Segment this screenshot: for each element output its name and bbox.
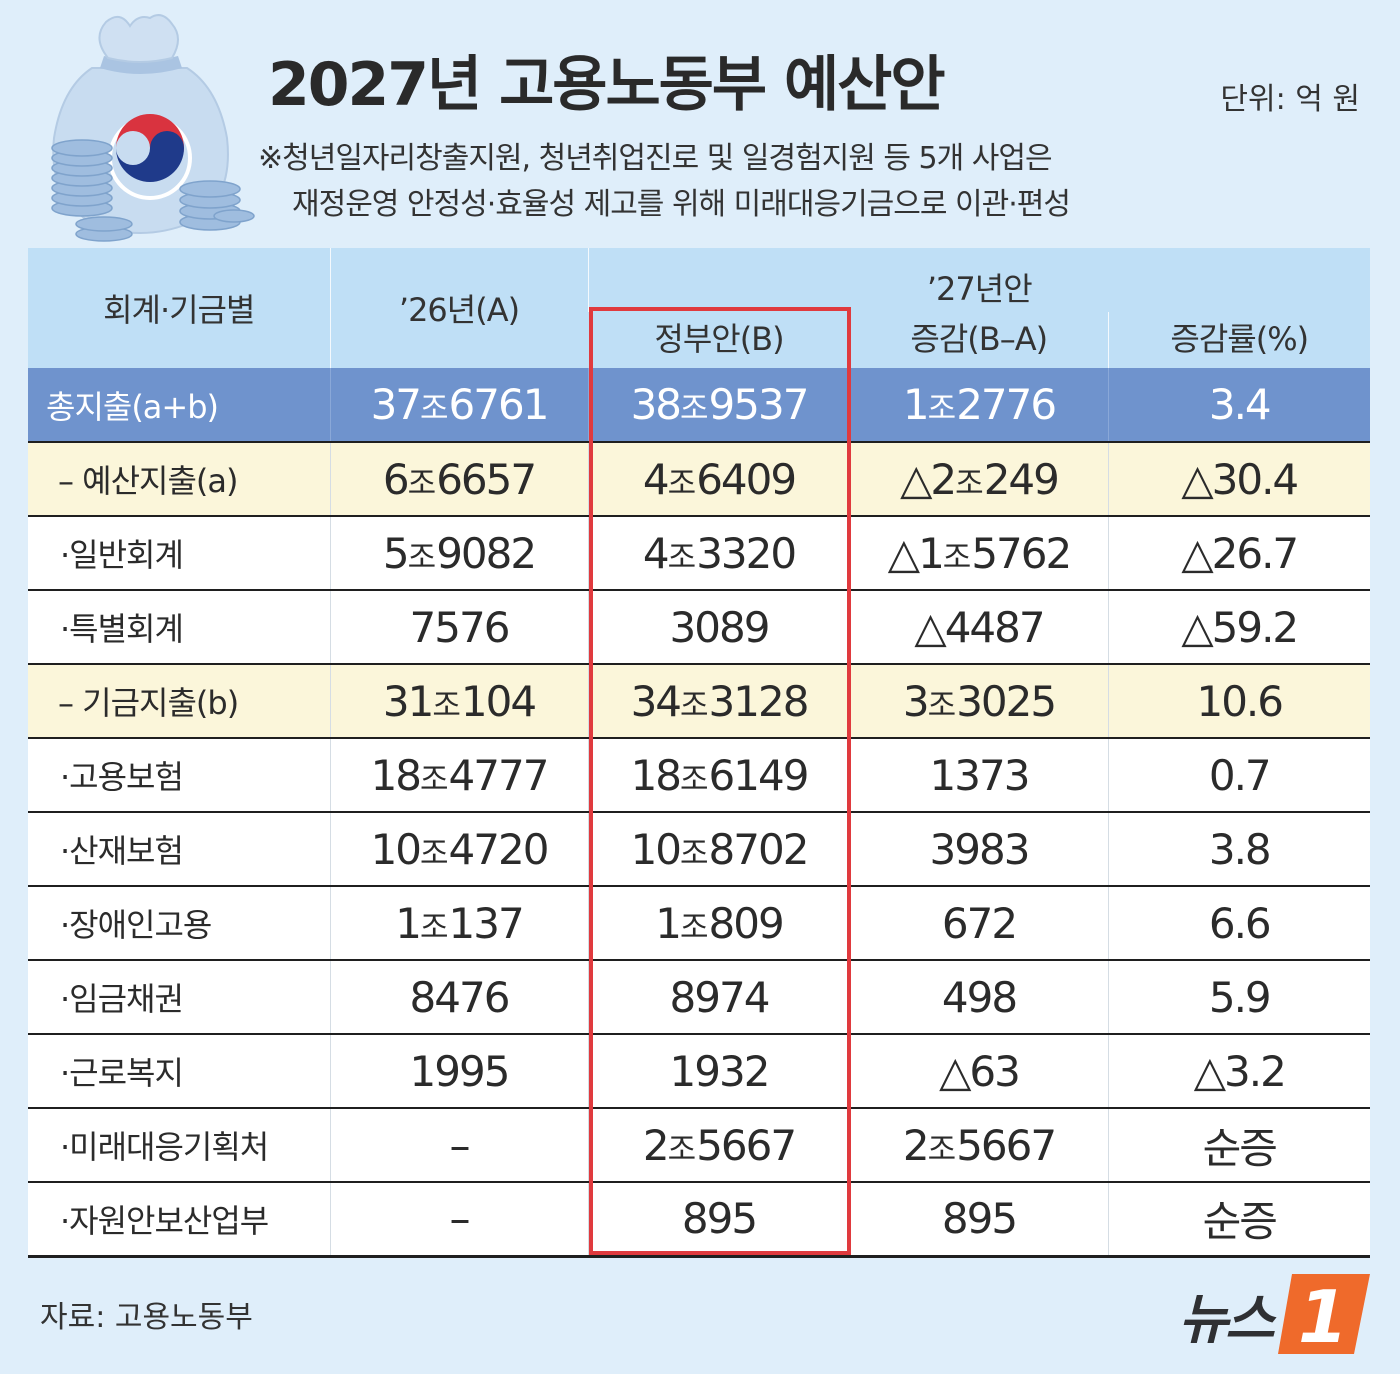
cell-rate: 3.4 — [1107, 368, 1370, 442]
header-diff: 증감(B–A) — [850, 312, 1108, 368]
header-2026: ’26년(A) — [329, 248, 588, 368]
coin-stack-icon — [51, 139, 255, 242]
table-row-general-account: ·일반회계 5조9082 4조3320 △1조5762 △26.7 — [28, 515, 1370, 590]
table-row-employment-insurance: ·고용보험 18조4777 18조6149 1373 0.7 — [28, 737, 1370, 812]
cell-gov-proposal: 1조809 — [587, 885, 850, 960]
news1-logo: 뉴스 1 — [1179, 1274, 1370, 1354]
cell-gov-proposal: 1932 — [587, 1033, 850, 1108]
cell-diff: 1373 — [849, 737, 1108, 812]
cell-diff: 3조3025 — [849, 663, 1108, 738]
table-row-future-response-office: ·미래대응기획처 –2조5667 2조5667 순증 — [28, 1107, 1370, 1182]
cell-gov-proposal: 38조9537 — [587, 368, 850, 442]
cell-diff: 895 — [849, 1181, 1108, 1258]
cell-diff: 1조2776 — [849, 368, 1108, 442]
source-label: 자료: 고용노동부 — [40, 1300, 253, 1335]
cell-diff: △63 — [849, 1033, 1108, 1108]
cell-rate: △3.2 — [1107, 1033, 1370, 1108]
row-label: ·임금채권 — [28, 959, 330, 1034]
budget-table: 회계·기금별 ’26년(A) ’27년안 정부안(B) 증감(B–A) 증감률(… — [28, 248, 1370, 1258]
cell-rate: 5.9 — [1107, 959, 1370, 1034]
cell-2026: 8476 — [329, 959, 588, 1034]
cell-diff: 3983 — [849, 811, 1108, 886]
row-label: – 기금지출(b) — [28, 663, 330, 738]
cell-2026: 7576 — [329, 589, 588, 664]
unit-label: 단위: 억 원 — [1220, 82, 1360, 117]
row-label: ·미래대응기획처 — [28, 1107, 330, 1182]
cell-2026: – — [329, 1181, 588, 1258]
cell-2026: 6조6657 — [329, 441, 588, 516]
cell-2026: 1조137 — [329, 885, 588, 960]
row-label: ·자원안보산업부 — [28, 1181, 330, 1258]
table-row-disabled-employment: ·장애인고용 1조137 1조809 672 6.6 — [28, 885, 1370, 960]
row-label: 총지출(a+b) — [28, 368, 330, 442]
logo-text: 뉴스 — [1178, 1287, 1275, 1351]
cell-diff: 672 — [849, 885, 1108, 960]
table-row-resource-security-ministry: ·자원안보산업부 –895 895 순증 — [28, 1181, 1370, 1258]
table-row-wage-claims: ·임금채권 8476 8974 498 5.9 — [28, 959, 1370, 1034]
table-row-total: 총지출(a+b) 37조6761 38조9537 1조2776 3.4 — [28, 368, 1370, 442]
table-body: 총지출(a+b) 37조6761 38조9537 1조2776 3.4– 예산지출(a)… — [28, 368, 1370, 1258]
cell-gov-proposal: 2조5667 — [587, 1107, 850, 1182]
table-row-industrial-accident-insurance: ·산재보험 10조4720 10조8702 3983 3.8 — [28, 811, 1370, 886]
row-label: – 예산지출(a) — [28, 441, 330, 516]
cell-diff: △2조249 — [849, 441, 1108, 516]
cell-gov-proposal: 10조8702 — [587, 811, 850, 886]
table-row-labor-welfare: ·근로복지 1995 1932 △63 △3.2 — [28, 1033, 1370, 1108]
cell-gov-proposal: 8974 — [587, 959, 850, 1034]
cell-diff: 2조5667 — [849, 1107, 1108, 1182]
header-category: 회계·기금별 — [28, 248, 330, 368]
cell-2026: 10조4720 — [329, 811, 588, 886]
cell-2026: 37조6761 — [329, 368, 588, 442]
cell-gov-proposal: 18조6149 — [587, 737, 850, 812]
cell-gov-proposal: 34조3128 — [587, 663, 850, 738]
cell-2026: 5조9082 — [329, 515, 588, 590]
cell-gov-proposal: 3089 — [587, 589, 850, 664]
cell-2026: 1995 — [329, 1033, 588, 1108]
page-title: 2027년 고용노동부 예산안 — [268, 50, 946, 120]
svg-text:1: 1 — [1298, 1275, 1348, 1354]
cell-rate: 순증 — [1107, 1107, 1370, 1182]
row-label: ·특별회계 — [28, 589, 330, 664]
cell-rate: 0.7 — [1107, 737, 1370, 812]
row-label: ·장애인고용 — [28, 885, 330, 960]
cell-rate: △59.2 — [1107, 589, 1370, 664]
cell-rate: 6.6 — [1107, 885, 1370, 960]
header-rate: 증감률(%) — [1107, 312, 1370, 368]
row-label: ·산재보험 — [28, 811, 330, 886]
cell-rate: 3.8 — [1107, 811, 1370, 886]
cell-rate: 10.6 — [1107, 663, 1370, 738]
cell-2026: 31조104 — [329, 663, 588, 738]
cell-diff: △4487 — [849, 589, 1108, 664]
header-gov-proposal: 정부안(B) — [588, 312, 850, 368]
money-bag-icon — [51, 14, 255, 242]
cell-gov-proposal: 4조3320 — [587, 515, 850, 590]
table-row-budget-spending: – 예산지출(a) 6조6657 4조6409 △2조249 △30.4 — [28, 441, 1370, 516]
cell-2026: – — [329, 1107, 588, 1182]
footnote-line-1: ※청년일자리창출지원, 청년취업진로 및 일경험지원 등 5개 사업은 — [258, 141, 1053, 176]
header-2027-group: ’27년안 — [587, 248, 1370, 312]
cell-gov-proposal: 4조6409 — [587, 441, 850, 516]
footnote: ※청년일자리창출지원, 청년취업진로 및 일경험지원 등 5개 사업은 재정운영… — [258, 136, 1071, 228]
row-label: ·고용보험 — [28, 737, 330, 812]
cell-rate: △30.4 — [1107, 441, 1370, 516]
row-label: ·근로복지 — [28, 1033, 330, 1108]
table-row-fund-spending: – 기금지출(b) 31조104 34조3128 3조3025 10.6 — [28, 663, 1370, 738]
table-row-special-account: ·특별회계 7576 3089 △4487 △59.2 — [28, 589, 1370, 664]
cell-rate: △26.7 — [1107, 515, 1370, 590]
footnote-line-2: 재정운영 안정성·효율성 제고를 위해 미래대응기금으로 이관·편성 — [292, 187, 1071, 222]
cell-diff: 498 — [849, 959, 1108, 1034]
taegeuk-emblem-icon — [108, 114, 192, 200]
cell-rate: 순증 — [1107, 1181, 1370, 1258]
row-label: ·일반회계 — [28, 515, 330, 590]
logo-mark: 1 — [1278, 1274, 1370, 1354]
cell-diff: △1조5762 — [849, 515, 1108, 590]
cell-2026: 18조4777 — [329, 737, 588, 812]
cell-gov-proposal: 895 — [587, 1181, 850, 1258]
